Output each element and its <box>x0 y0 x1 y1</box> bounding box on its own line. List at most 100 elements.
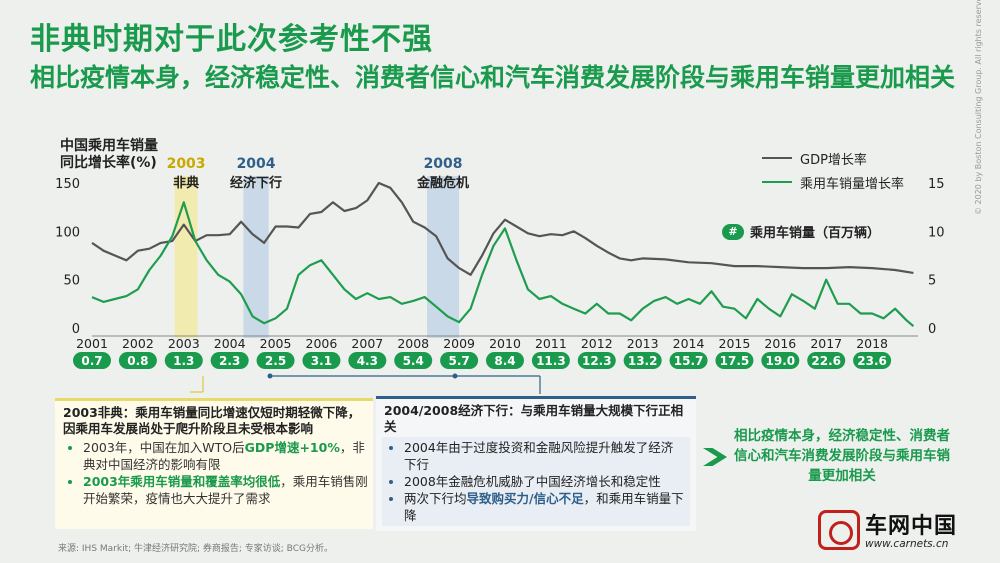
x-tick-label: 2018 <box>856 336 888 351</box>
band-year-2008: 2008 <box>424 156 463 172</box>
box1-bullet1: 2003年，中国在加入WTO后GDP增速+10%，非典对中国经济的影响有限 <box>83 439 373 473</box>
box-2004-2008-downturn: 2004/2008经济下行：与乘用车销量大规模下行正相关 2004年由于过度投资… <box>376 396 696 531</box>
volume-pill-label: 2.5 <box>265 354 286 368</box>
left-tick-label: 100 <box>55 225 80 240</box>
volume-pill-label: 11.3 <box>536 354 566 368</box>
carnets-logo-icon <box>818 510 860 550</box>
volume-pill-label: 8.4 <box>494 354 515 368</box>
growth-chart: 2003 非典 2004 经济下行 2008 金融危机 0 50 100 150 0 5 10 15 20… <box>55 156 945 394</box>
volume-pill-icon: # <box>722 223 744 240</box>
x-tick-label: 2014 <box>673 336 705 351</box>
volume-pill-label: 12.3 <box>582 354 612 368</box>
volume-pill <box>715 352 754 369</box>
conclusion-text: 相比疫情本身，经济稳定性、消费者信心和汽车消费发展阶段与乘用车销量更加相关 <box>734 428 950 484</box>
x-tick-label: 2001 <box>76 336 108 351</box>
volume-pill <box>348 352 387 369</box>
legend-gdp: GDP增长率 <box>762 146 904 170</box>
legend-volume: # 乘用车销量（百万辆） <box>722 222 880 241</box>
volume-pill-label: 4.3 <box>357 354 378 368</box>
volume-pill-label: 1.3 <box>173 354 194 368</box>
volume-pill <box>669 352 708 369</box>
sales-growth-line <box>91 201 915 327</box>
volume-pill-label: 5.4 <box>403 354 424 368</box>
x-tick-label: 2002 <box>122 336 154 351</box>
y-axis-label: 中国乘用车销量 同比增长率(%) <box>60 138 158 172</box>
volume-pill <box>577 352 616 369</box>
volume-pill <box>623 352 662 369</box>
volume-pill <box>807 352 846 369</box>
volume-pill <box>394 352 433 369</box>
source-note: 来源: IHS Markit; 牛津经济研究院; 券商报告; 专家访谈; BCG… <box>58 544 333 554</box>
x-tick-label: 2017 <box>810 336 842 351</box>
volume-pill-label: 23.6 <box>857 354 887 368</box>
box1-heading: 2003非典：乘用车销量同比增速仅短时期轻微下降，因乘用车发展尚处于爬升阶段且未… <box>63 405 361 436</box>
volume-pill-label: 17.5 <box>720 354 750 368</box>
volume-pill-label: 19.0 <box>766 354 796 368</box>
band-year-2003: 2003 <box>167 156 206 172</box>
page-title: 非典时期对于此次参考性不强 <box>30 22 433 57</box>
volume-pill <box>761 352 800 369</box>
chart-legend: GDP增长率 乘用车销量增长率 <box>762 146 904 194</box>
box2-heading: 2004/2008经济下行：与乘用车销量大规模下行正相关 <box>384 403 684 434</box>
volume-pill <box>256 352 295 369</box>
volume-pill-label: 3.1 <box>311 354 332 368</box>
right-tick-label: 15 <box>928 177 945 192</box>
x-tick-label: 2004 <box>214 336 246 351</box>
volume-pill-label: 0.8 <box>127 354 148 368</box>
volume-pill-label: 2.3 <box>219 354 240 368</box>
x-tick-label: 2013 <box>627 336 659 351</box>
box2-bullet1: 2004年由于过度投资和金融风险提升触发了经济下行 <box>404 439 684 473</box>
volume-pill <box>531 352 570 369</box>
x-tick-label: 2006 <box>306 336 338 351</box>
x-tick-label: 2016 <box>764 336 796 351</box>
x-tick-label: 2008 <box>397 336 429 351</box>
x-tick-label: 2007 <box>351 336 383 351</box>
left-tick-label: 0 <box>72 322 80 337</box>
band-2003 <box>174 176 198 338</box>
x-tick-label: 2015 <box>719 336 751 351</box>
band-2004 <box>243 176 269 338</box>
box2-bullet3: 两次下行均导致购买力/信心不足，和乘用车销量下降 <box>404 490 684 524</box>
y-axis-label-line1: 中国乘用车销量 <box>60 138 158 154</box>
left-tick-label: 50 <box>63 274 80 289</box>
band-year-2004: 2004 <box>237 156 276 172</box>
box-2003-sars: 2003非典：乘用车销量同比增速仅短时期轻微下降，因乘用车发展尚处于爬升阶段且未… <box>55 398 373 529</box>
x-tick-label: 2011 <box>535 336 567 351</box>
volume-pill-label: 13.2 <box>628 354 658 368</box>
x-tick-label: 2003 <box>168 336 200 351</box>
volume-pill <box>210 352 249 369</box>
volume-pill-label: 22.6 <box>811 354 841 368</box>
volume-pill-label: 15.7 <box>674 354 704 368</box>
volume-pill <box>302 352 341 369</box>
band-2008 <box>426 176 460 338</box>
volume-pill-label: 0.7 <box>81 354 102 368</box>
right-tick-label: 10 <box>928 225 945 240</box>
chevron-right-icon <box>703 448 727 466</box>
volume-pill-label: 5.7 <box>448 354 469 368</box>
x-tick-label: 2005 <box>260 336 292 351</box>
band-label-2008: 金融危机 <box>416 175 469 191</box>
volume-pill <box>164 352 203 369</box>
logo-name: 车网中国 <box>865 514 958 539</box>
volume-pill <box>486 352 524 369</box>
box1-bullet2: 2003年乘用车销量和覆盖率均很低，乘用车销售刚开始繁荣，疫情也大大提升了需求 <box>83 473 373 507</box>
x-tick-label: 2009 <box>443 336 475 351</box>
band-label-2003: 非典 <box>173 175 199 191</box>
left-tick-label: 150 <box>55 177 80 192</box>
x-tick-label: 2010 <box>489 336 521 351</box>
box2-bullet2: 2008年金融危机威胁了中国经济增长和稳定性 <box>404 473 684 490</box>
x-tick-label: 2012 <box>581 336 613 351</box>
copyright-note: © 2020 by Boston Consulting Group. All r… <box>974 0 983 215</box>
y-axis-label-line2: 同比增长率(%) <box>60 155 157 171</box>
volume-pill <box>73 352 111 369</box>
volume-pill <box>440 352 479 369</box>
volume-pill <box>118 352 157 369</box>
gdp-growth-line <box>91 181 914 276</box>
logo-url: www.carnets.cn <box>865 538 949 550</box>
legend-sales: 乘用车销量增长率 <box>762 170 904 194</box>
right-tick-label: 0 <box>928 322 936 337</box>
right-tick-label: 5 <box>928 274 936 289</box>
band-label-2004: 经济下行 <box>230 175 282 191</box>
page-subtitle: 相比疫情本身，经济稳定性、消费者信心和汽车消费发展阶段与乘用车销量更加相关 <box>30 63 956 92</box>
volume-pill <box>853 352 892 369</box>
